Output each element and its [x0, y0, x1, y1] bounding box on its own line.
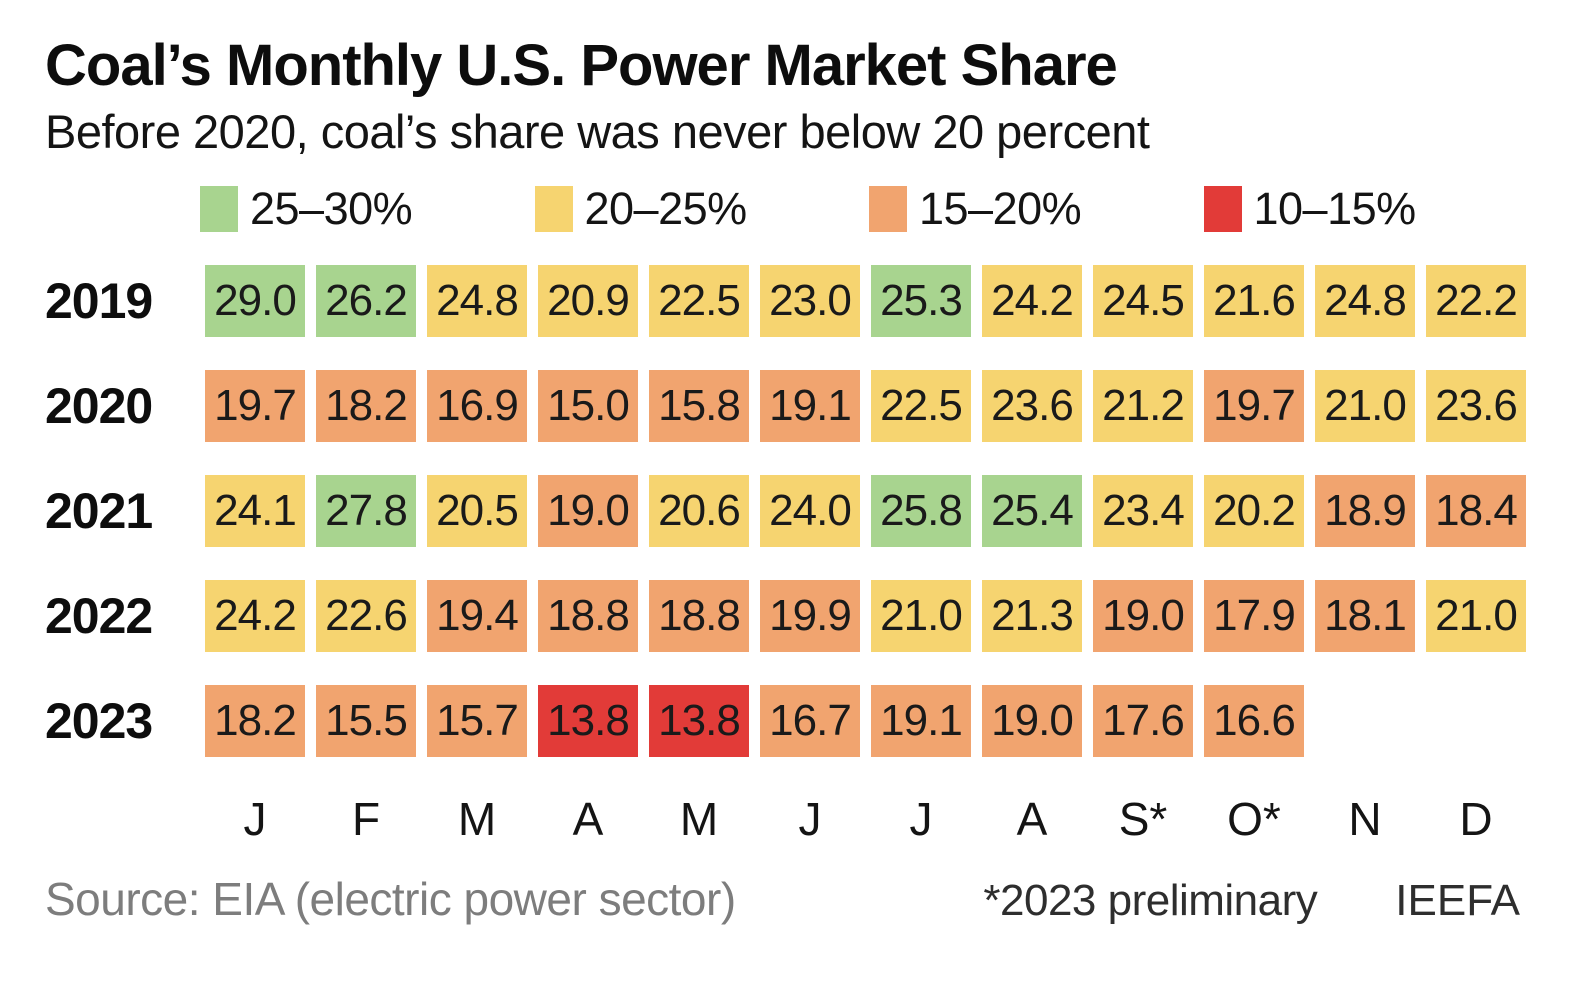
- heatmap-cell: 16.6: [1204, 685, 1304, 758]
- legend: 25–30% 20–25% 15–20% 10–15%: [200, 183, 1538, 235]
- heatmap-cell: 17.6: [1093, 685, 1193, 758]
- legend-label: 15–20%: [919, 183, 1082, 235]
- heatmap-cell: 18.4: [1426, 475, 1526, 548]
- heatmap-cell: 23.6: [982, 370, 1082, 443]
- heatmap-cell: 22.5: [871, 370, 971, 443]
- heatmap-cell: 24.2: [205, 580, 305, 653]
- heatmap-cell: 24.5: [1093, 265, 1193, 338]
- heatmap-cell: 19.0: [1093, 580, 1193, 653]
- heatmap-cell: 21.2: [1093, 370, 1193, 443]
- legend-item: 15–20%: [869, 183, 1204, 235]
- legend-swatch: [200, 186, 238, 233]
- heatmap-cell: 24.1: [205, 475, 305, 548]
- row-year-label: 2023: [45, 693, 153, 750]
- heatmap-cell: 20.6: [649, 475, 749, 548]
- heatmap-cell: 25.8: [871, 475, 971, 548]
- month-label: F: [351, 793, 381, 846]
- heatmap-cell: 21.6: [1204, 265, 1304, 338]
- legend-item: 25–30%: [200, 183, 535, 235]
- chart-subtitle: Before 2020, coal’s share was never belo…: [45, 104, 1150, 158]
- heatmap-cell: 27.8: [316, 475, 416, 548]
- heatmap-cell: 18.2: [205, 685, 305, 758]
- heatmap-cell: 19.0: [982, 685, 1082, 758]
- heatmap-cell: 15.0: [538, 370, 638, 443]
- heatmap-cell: 23.6: [1426, 370, 1526, 443]
- heatmap-cell: 24.8: [427, 265, 527, 338]
- heatmap-cell: 20.9: [538, 265, 638, 338]
- heatmap-cell: 21.3: [982, 580, 1082, 653]
- heatmap-cell: 22.2: [1426, 265, 1526, 338]
- heatmap-cell: 21.0: [871, 580, 971, 653]
- heatmap-grid: 2019 29.0 26.2 24.8 20.9 22.5 23.0 25.3 24.2 24.5…: [45, 265, 1538, 846]
- heatmap-cell: 19.7: [205, 370, 305, 443]
- heatmap-cell: 19.9: [760, 580, 860, 653]
- month-label: A: [572, 793, 604, 846]
- legend-swatch: [534, 186, 573, 233]
- legend-label: 10–15%: [1253, 183, 1417, 235]
- legend-swatch: [1203, 186, 1242, 233]
- heatmap-cell: 15.8: [649, 370, 749, 443]
- heatmap-cell: 18.2: [316, 370, 416, 443]
- heatmap-cell: 17.9: [1204, 580, 1304, 653]
- heatmap-cell: 13.8: [538, 685, 638, 758]
- heatmap-cell: 24.2: [982, 265, 1082, 338]
- heatmap-cell: 18.1: [1315, 580, 1415, 653]
- legend-item: 20–25%: [534, 183, 870, 235]
- month-label: O*: [1227, 793, 1281, 846]
- heatmap-cell: 26.2: [316, 265, 416, 338]
- heatmap-cell: 20.5: [427, 475, 527, 548]
- month-label: S*: [1118, 793, 1168, 846]
- chart-footer: Source: EIA (electric power sector) *202…: [45, 872, 1538, 926]
- month-label: D: [1459, 793, 1493, 846]
- legend-swatch: [869, 186, 907, 233]
- month-label: M: [679, 793, 719, 846]
- source-note: Source: EIA (electric power sector): [45, 873, 736, 926]
- preliminary-note: *2023 preliminary: [983, 876, 1318, 926]
- heatmap-cell: [1315, 685, 1415, 757]
- heatmap-cell: 15.7: [427, 685, 527, 758]
- heatmap-cell: 18.8: [649, 580, 749, 653]
- heatmap-cell: 25.3: [871, 265, 971, 338]
- month-label: J: [243, 793, 267, 846]
- heatmap-cell: 20.2: [1204, 475, 1304, 548]
- heatmap-cell: 15.5: [316, 685, 416, 758]
- heatmap-cell: 29.0: [205, 265, 305, 338]
- heatmap-cell: 24.0: [760, 475, 860, 548]
- heatmap-cell: 21.0: [1426, 580, 1526, 653]
- row-year-label: 2022: [45, 588, 153, 645]
- heatmap-cell: 25.4: [982, 475, 1082, 548]
- attribution-label: IEEFA: [1395, 876, 1520, 926]
- heatmap-cell: 24.8: [1315, 265, 1415, 338]
- chart-title: Coal’s Monthly U.S. Power Market Share: [45, 33, 1118, 98]
- heatmap-cell: 23.4: [1093, 475, 1193, 548]
- heatmap-cell: 19.7: [1204, 370, 1304, 443]
- heatmap-cell: 19.1: [760, 370, 860, 443]
- heatmap-cell: 16.7: [760, 685, 860, 758]
- heatmap-cell: [1426, 685, 1526, 757]
- heatmap-cell: 19.4: [427, 580, 527, 653]
- heatmap-cell: 18.8: [538, 580, 638, 653]
- heatmap-cell: 16.9: [427, 370, 527, 443]
- legend-item: 10–15%: [1203, 183, 1539, 235]
- month-label: J: [909, 793, 933, 846]
- heatmap-cell: 22.6: [316, 580, 416, 653]
- legend-label: 20–25%: [584, 183, 748, 235]
- heatmap-cell: 22.5: [649, 265, 749, 338]
- heatmap-cell: 18.9: [1315, 475, 1415, 548]
- month-label: A: [1016, 793, 1048, 846]
- row-year-label: 2019: [45, 273, 153, 330]
- month-label: M: [457, 793, 497, 846]
- legend-label: 25–30%: [250, 183, 413, 235]
- month-label: J: [798, 793, 822, 846]
- month-label: N: [1348, 793, 1382, 846]
- heatmap-cell: 19.0: [538, 475, 638, 548]
- heatmap-cell: 21.0: [1315, 370, 1415, 443]
- row-year-label: 2021: [45, 483, 153, 540]
- heatmap-cell: 13.8: [649, 685, 749, 758]
- heatmap-cell: 19.1: [871, 685, 971, 758]
- row-year-label: 2020: [45, 378, 153, 435]
- heatmap-cell: 23.0: [760, 265, 860, 338]
